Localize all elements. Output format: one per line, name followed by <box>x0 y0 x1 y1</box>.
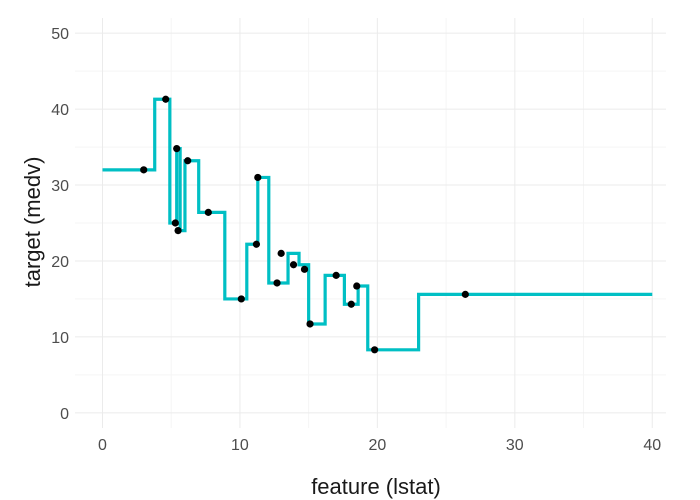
data-point <box>306 320 314 328</box>
data-point <box>237 295 245 303</box>
grid-minor <box>75 18 666 428</box>
data-point <box>347 300 355 308</box>
data-point <box>140 166 148 174</box>
data-point <box>461 290 469 298</box>
x-tick-label: 10 <box>231 437 249 454</box>
data-point <box>371 346 379 354</box>
data-point <box>184 157 192 165</box>
data-point <box>277 249 285 257</box>
x-tick-label: 30 <box>506 437 524 454</box>
data-point <box>254 173 262 182</box>
data-point <box>171 219 179 227</box>
y-tick-label: 0 <box>60 406 69 423</box>
x-tick-label: 40 <box>643 437 661 454</box>
y-tick-label: 10 <box>51 330 69 347</box>
y-tick-label: 50 <box>51 26 69 43</box>
y-tick-label: 20 <box>51 254 69 271</box>
y-tick-label: 40 <box>51 102 69 119</box>
grid-major <box>75 18 666 428</box>
points-layer <box>140 95 469 354</box>
y-tick-label: 30 <box>51 178 69 195</box>
data-point <box>332 271 340 279</box>
data-point <box>174 226 182 235</box>
x-tick-label: 0 <box>98 437 107 454</box>
data-point <box>273 279 281 287</box>
data-point <box>162 95 170 103</box>
data-point <box>289 261 298 269</box>
y-axis-title: target (medv) <box>20 157 45 288</box>
data-point <box>204 208 212 216</box>
data-point <box>173 144 181 153</box>
data-point <box>252 240 261 248</box>
data-point <box>353 282 361 290</box>
data-point <box>300 265 309 273</box>
tick-labels: 0 10 20 30 40 0 10 20 30 40 50 <box>51 26 661 454</box>
x-axis-title: feature (lstat) <box>311 474 441 499</box>
x-tick-label: 20 <box>368 437 386 454</box>
